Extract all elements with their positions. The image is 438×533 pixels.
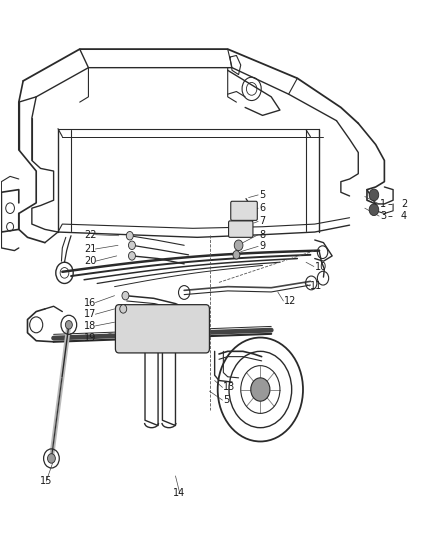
- Circle shape: [47, 454, 55, 463]
- Text: 7: 7: [259, 216, 265, 227]
- Circle shape: [126, 231, 133, 240]
- Text: 5: 5: [223, 395, 230, 405]
- Text: –: –: [387, 211, 392, 221]
- Text: 16: 16: [84, 297, 96, 308]
- Circle shape: [65, 320, 72, 329]
- Text: 17: 17: [84, 309, 96, 319]
- Text: 19: 19: [84, 333, 96, 343]
- Text: 9: 9: [259, 241, 265, 252]
- Text: 21: 21: [84, 244, 96, 254]
- Text: 14: 14: [173, 488, 186, 498]
- Text: 4: 4: [401, 211, 407, 221]
- Text: 5: 5: [259, 190, 265, 200]
- Circle shape: [369, 189, 379, 201]
- Text: 22: 22: [84, 230, 96, 240]
- Circle shape: [122, 292, 129, 300]
- Circle shape: [128, 252, 135, 260]
- Text: 8: 8: [259, 230, 265, 240]
- Circle shape: [128, 241, 135, 249]
- FancyBboxPatch shape: [229, 221, 253, 237]
- Circle shape: [234, 240, 243, 251]
- Text: –: –: [387, 199, 392, 209]
- FancyBboxPatch shape: [231, 201, 257, 220]
- FancyBboxPatch shape: [116, 305, 209, 353]
- Text: 1: 1: [380, 199, 386, 209]
- Circle shape: [369, 204, 379, 216]
- Text: 2: 2: [401, 199, 407, 209]
- Text: 18: 18: [84, 321, 96, 331]
- Circle shape: [233, 251, 240, 259]
- Text: 3: 3: [380, 211, 386, 221]
- Circle shape: [120, 305, 127, 313]
- Text: 13: 13: [223, 382, 236, 392]
- Text: 15: 15: [40, 477, 52, 486]
- Circle shape: [251, 378, 270, 401]
- Text: 6: 6: [259, 203, 265, 213]
- Text: 12: 12: [284, 296, 297, 306]
- Text: 11: 11: [311, 281, 323, 291]
- Text: 20: 20: [84, 256, 96, 266]
- Text: 10: 10: [315, 262, 327, 271]
